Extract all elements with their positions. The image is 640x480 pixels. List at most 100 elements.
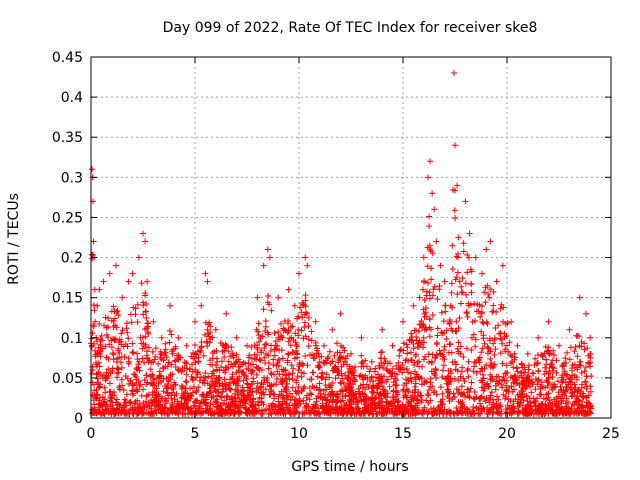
data-point [145,391,152,398]
data-point [110,356,117,363]
data-point [584,345,591,352]
data-point [207,388,214,395]
data-point [434,339,441,346]
data-point [207,400,214,407]
data-point [122,402,129,409]
data-point [169,385,176,392]
data-point [258,349,265,356]
data-point [160,365,167,372]
data-point [258,379,265,386]
data-point [315,387,322,394]
data-point [434,332,441,339]
data-point [444,386,451,393]
data-point [329,326,336,333]
data-point [558,405,565,412]
data-point [359,390,366,397]
data-point [485,291,492,298]
data-point [456,315,463,322]
data-point [193,387,200,394]
data-point [335,359,342,366]
data-point [164,389,171,396]
data-point [448,325,455,332]
data-point [354,404,361,411]
data-point [574,353,581,360]
data-point [125,380,132,387]
data-point [510,407,517,414]
data-point [455,339,462,346]
data-point [440,318,447,325]
data-point [408,403,415,410]
x-tick-label: 5 [191,426,200,442]
data-point [574,366,581,373]
data-point [115,312,122,319]
data-point [262,323,269,330]
data-point [253,364,260,371]
data-point [283,372,290,379]
data-point [160,364,167,371]
data-point [444,380,451,387]
data-point [542,410,549,417]
data-point [260,401,267,408]
data-point [281,377,288,384]
data-point [395,398,402,405]
data-point [576,388,583,395]
data-point [200,396,207,403]
data-point [491,361,498,368]
data-point [345,381,352,388]
data-point [99,337,106,344]
data-point [216,374,223,381]
data-point [543,368,550,375]
data-point [235,403,242,410]
data-point [281,326,288,333]
data-point [497,305,504,312]
data-point [405,369,412,376]
data-point [419,339,426,346]
data-point [427,379,434,386]
data-point [477,313,484,320]
data-point [106,388,113,395]
data-point [559,363,566,370]
data-point [455,234,462,241]
data-point [427,158,434,165]
data-point [116,354,123,361]
data-point [468,281,475,288]
data-point [457,343,464,350]
data-point [580,404,587,411]
data-point [442,308,449,315]
y-tick-label: 0.2 [61,251,83,267]
data-point [505,396,512,403]
data-point [221,376,228,383]
data-point [477,368,484,375]
data-point [574,399,581,406]
data-point [204,339,211,346]
data-point [321,394,328,401]
data-point [499,360,506,367]
data-point [218,364,225,371]
y-tick-label: 0.05 [52,371,83,387]
data-point [246,397,253,404]
data-point [119,327,126,334]
data-point [430,286,437,293]
data-point [138,340,145,347]
data-point [225,382,232,389]
data-point [553,410,560,417]
data-point [522,405,529,412]
data-point [335,372,342,379]
data-point [384,390,391,397]
data-point [219,348,226,355]
data-point [251,410,258,417]
data-point [474,301,481,308]
data-point [135,361,142,368]
data-point [358,334,365,341]
data-point [266,254,273,261]
data-point [209,370,216,377]
data-point [411,383,418,390]
data-point [178,382,185,389]
data-point [159,403,166,410]
data-point [207,357,214,364]
data-point [488,359,495,366]
data-point [112,335,119,342]
data-point [499,340,506,347]
data-point [500,391,507,398]
data-point [458,383,465,390]
